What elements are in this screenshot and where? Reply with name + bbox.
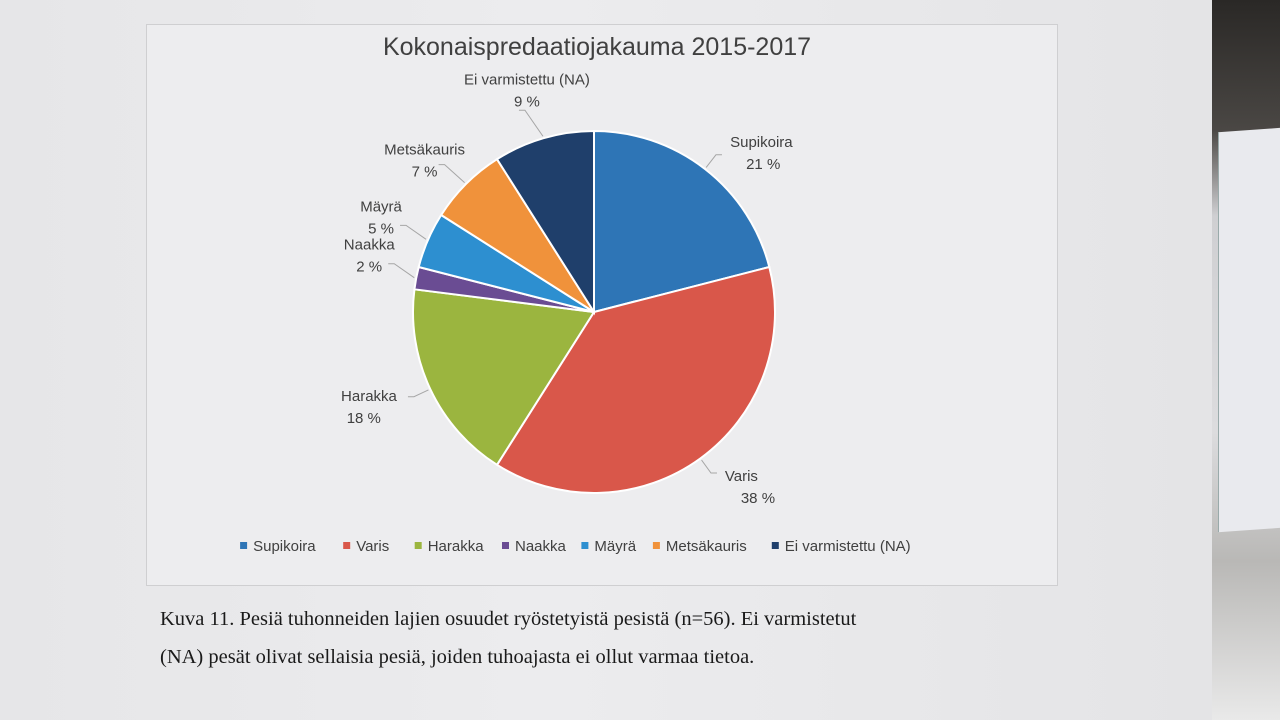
legend-item-metsakauris: Metsäkauris — [652, 538, 747, 555]
leader-harakka — [407, 389, 429, 398]
legend-label-mayra: Mäyrä — [594, 538, 636, 555]
legend-swatch-ei-varmistettu-na — [771, 542, 779, 549]
slice-label-mayra: Mäyrä — [360, 198, 402, 215]
legend-label-naakka: Naakka — [515, 538, 567, 555]
slice-value-supikoira: 21 % — [746, 156, 780, 173]
legend-swatch-supikoira — [240, 542, 248, 549]
legend-swatch-metsakauris — [652, 542, 660, 549]
leader-metsakauris — [438, 164, 465, 183]
slice-label-varis: Varis — [725, 468, 758, 485]
pie-slices — [412, 129, 776, 494]
label-leaders — [388, 109, 722, 474]
slice-labels: Supikoira 21 % Varis 38 % Harakka 18 % Naakka 2… — [341, 71, 793, 507]
legend-item-harakka: Harakka — [414, 538, 485, 555]
background-document — [1218, 127, 1280, 533]
slice-value-ei-varmistettu-na: 9 % — [514, 93, 540, 110]
legend-swatch-varis — [343, 542, 351, 549]
legend-item-naakka: Naakka — [502, 538, 567, 555]
leader-ei-varmistettu-na — [518, 109, 544, 137]
legend-label-metsakauris: Metsäkauris — [666, 538, 747, 555]
slice-label-naakka: Naakka — [344, 237, 396, 254]
leader-varis — [701, 459, 717, 474]
slice-ei-varmistettu-na — [495, 129, 595, 316]
slice-value-mayra: 5 % — [368, 220, 394, 237]
legend-item-supikoira: Supikoira — [240, 538, 316, 555]
legend-swatch-mayra — [581, 542, 589, 549]
slice-label-ei-varmistettu-na: Ei varmistettu (NA) — [464, 71, 590, 88]
caption-line-1: Kuva 11. Pesiä tuhonneiden lajien osuude… — [160, 608, 857, 630]
slice-value-varis: 38 % — [741, 490, 775, 507]
slice-supikoira — [593, 129, 771, 314]
figure-caption: Kuva 11. Pesiä tuhonneiden lajien osuude… — [160, 600, 1065, 676]
legend-label-ei-varmistettu-na: Ei varmistettu (NA) — [785, 538, 911, 555]
paper-page: Kokonaispredaatiojakauma 2015-2017 Supik… — [0, 0, 1212, 720]
pie-chart: Kokonaispredaatiojakauma 2015-2017 Supik… — [240, 33, 911, 555]
slice-label-harakka: Harakka — [341, 388, 398, 405]
leader-supikoira — [705, 154, 722, 168]
chart-frame: Kokonaispredaatiojakauma 2015-2017 Supik… — [146, 24, 1058, 586]
leader-naakka — [388, 263, 415, 279]
legend-item-varis: Varis — [343, 538, 389, 555]
chart-title: Kokonaispredaatiojakauma 2015-2017 — [383, 33, 811, 61]
slice-varis — [495, 265, 776, 494]
legend-item-ei-varmistettu-na: Ei varmistettu (NA) — [771, 538, 911, 555]
legend-swatch-harakka — [414, 542, 422, 549]
legend-label-harakka: Harakka — [428, 538, 485, 555]
slice-value-naakka: 2 % — [356, 259, 382, 276]
leader-mayra — [400, 224, 427, 240]
slice-label-supikoira: Supikoira — [730, 134, 793, 151]
legend-label-supikoira: Supikoira — [253, 538, 316, 555]
legend-item-mayra: Mäyrä — [581, 538, 637, 555]
chart-legend: Supikoira Varis Harakka Naakka Mäyrä Metsäkau… — [240, 538, 911, 555]
slice-label-metsakauris: Metsäkauris — [384, 142, 465, 159]
legend-label-varis: Varis — [356, 538, 389, 555]
caption-line-2: (NA) pesät olivat sellaisia pesiä, joide… — [160, 646, 755, 668]
legend-swatch-naakka — [502, 542, 509, 549]
slice-value-harakka: 18 % — [347, 410, 381, 427]
slice-harakka — [412, 288, 596, 467]
slice-value-metsakauris: 7 % — [412, 164, 438, 181]
